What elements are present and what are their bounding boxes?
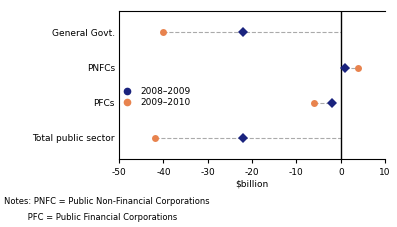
X-axis label: $billion: $billion	[235, 180, 269, 189]
Text: PFC = Public Financial Corporations: PFC = Public Financial Corporations	[4, 213, 177, 222]
Legend: 2008–2009, 2009–2010: 2008–2009, 2009–2010	[118, 87, 190, 107]
Text: Notes: PNFC = Public Non-Financial Corporations: Notes: PNFC = Public Non-Financial Corpo…	[4, 197, 210, 207]
